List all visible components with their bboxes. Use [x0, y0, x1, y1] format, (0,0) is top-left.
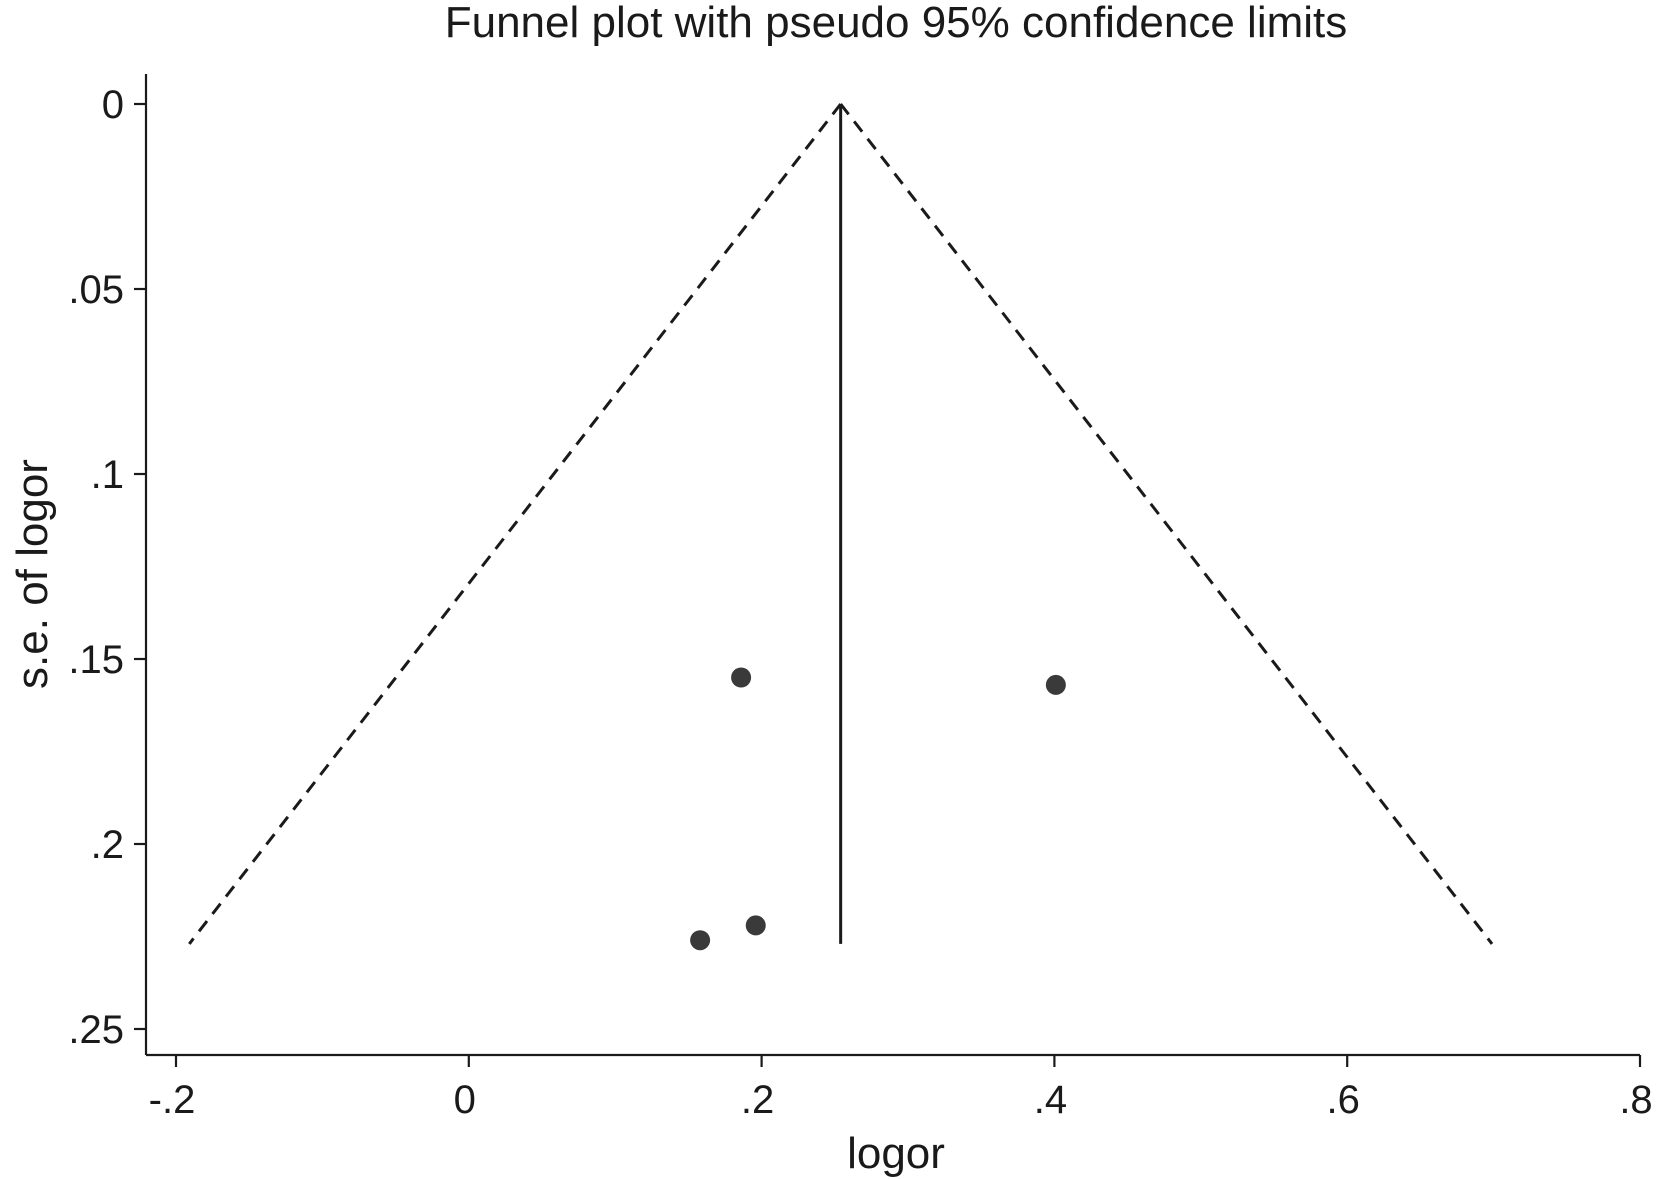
x-tick-label: .8 [1619, 1078, 1652, 1122]
study-point [1045, 674, 1066, 695]
study-point [690, 930, 711, 951]
chart-title: Funnel plot with pseudo 95% confidence l… [445, 0, 1348, 47]
study-point [731, 667, 752, 688]
x-axis-title: logor [847, 1129, 945, 1178]
x-axis-ticks: -.2 0 .2 .4 .6 .8 [149, 1055, 1653, 1122]
x-tick-label: .4 [1034, 1078, 1067, 1122]
x-tick-label: 0 [454, 1078, 476, 1122]
x-tick-label: .6 [1327, 1078, 1360, 1122]
y-tick-label: .15 [68, 638, 124, 682]
y-tick-label: .05 [68, 268, 124, 312]
y-axis-title: s.e. of logor [8, 459, 57, 689]
x-tick-label: -.2 [149, 1078, 196, 1122]
lower-confidence-limit-line [188, 103, 842, 945]
plot-lines [188, 103, 1494, 945]
y-axis: 0 .05 .1 .15 .2 .25 [68, 74, 148, 1055]
x-tick-label: .2 [741, 1078, 774, 1122]
y-tick-label: 0 [102, 83, 124, 127]
upper-confidence-limit-line [839, 103, 1494, 945]
study-point [745, 915, 766, 936]
y-tick-label: .25 [68, 1008, 124, 1052]
plot-points [690, 667, 1066, 951]
x-axis: -.2 0 .2 .4 .6 .8 [146, 1053, 1653, 1122]
y-tick-label: .1 [91, 453, 124, 497]
y-tick-label: .2 [91, 823, 124, 867]
y-axis-ticks: 0 .05 .1 .15 .2 .25 [68, 83, 146, 1052]
